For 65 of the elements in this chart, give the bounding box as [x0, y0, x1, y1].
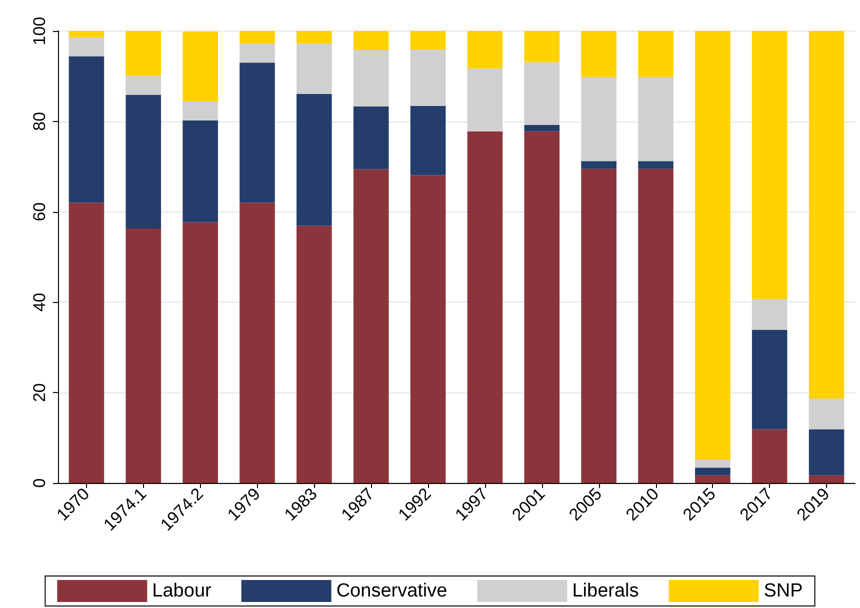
bar [68, 31, 104, 38]
bar [581, 168, 616, 483]
bar [581, 161, 616, 169]
bar [808, 429, 844, 476]
bar [353, 169, 389, 483]
y-tick-label: 60 [30, 202, 49, 222]
bar [695, 468, 730, 476]
bar [353, 31, 389, 50]
bar [240, 31, 275, 44]
bar [126, 228, 162, 483]
bar [410, 50, 446, 106]
bar [296, 226, 332, 483]
bar [68, 56, 104, 203]
bar [68, 37, 104, 56]
y-tick-label: 20 [30, 383, 49, 402]
bar [296, 31, 332, 44]
bar [410, 106, 446, 176]
bar [240, 62, 275, 203]
bar [353, 106, 389, 170]
bar [524, 125, 560, 132]
bar [182, 222, 218, 483]
bar [524, 131, 560, 483]
bar [808, 475, 844, 483]
bar [126, 94, 162, 229]
bar [182, 31, 218, 102]
bar [581, 77, 616, 162]
bar [182, 120, 218, 222]
bar [126, 31, 162, 76]
bar [126, 76, 162, 95]
bar [752, 299, 788, 330]
bar [752, 330, 788, 430]
y-tick-label: 40 [30, 292, 49, 312]
bar [752, 429, 788, 483]
bar [467, 131, 503, 483]
bar [752, 31, 788, 300]
bar [524, 31, 560, 62]
bar [410, 31, 446, 50]
bar [695, 31, 730, 460]
y-tick-label: 100 [30, 16, 49, 46]
bar [638, 31, 674, 78]
bar [240, 44, 275, 63]
legend-label: Conservative [336, 580, 448, 602]
bar [638, 77, 674, 162]
bar [695, 460, 730, 468]
bar [296, 94, 332, 226]
bar [638, 161, 674, 169]
bar [638, 168, 674, 483]
bar [524, 62, 560, 126]
y-tick-label: 80 [30, 112, 49, 131]
bar [808, 31, 844, 398]
legend-label: SNP [764, 580, 803, 602]
bar [808, 398, 844, 430]
legend-label: Labour [152, 580, 212, 602]
y-tick-label: 0 [30, 478, 49, 488]
bar [353, 50, 389, 106]
bar [240, 202, 275, 483]
bar [182, 102, 218, 120]
legend-label: Liberals [572, 580, 639, 602]
bar [467, 31, 503, 69]
bar [410, 175, 446, 483]
bar [581, 31, 616, 78]
bar [68, 202, 104, 483]
bar [695, 475, 730, 483]
bar [296, 44, 332, 94]
bar [467, 68, 503, 132]
